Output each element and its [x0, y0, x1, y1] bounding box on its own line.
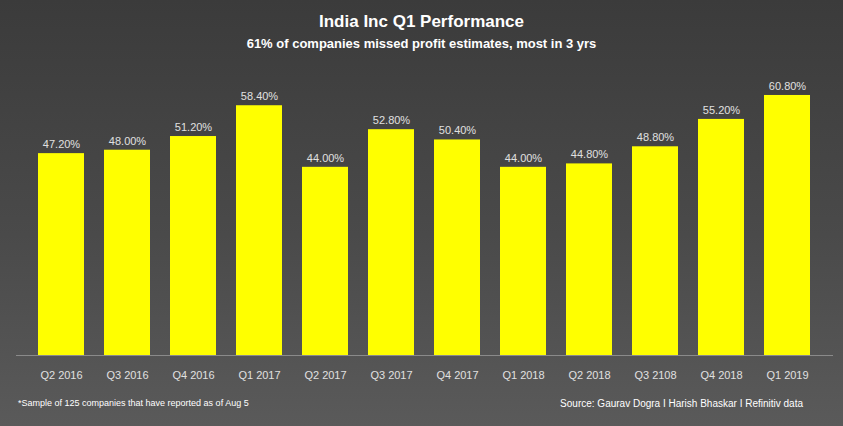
- svg-text:47.20%: 47.20%: [43, 138, 81, 150]
- svg-text:Q3 2108: Q3 2108: [634, 369, 676, 381]
- svg-text:Q4 2016: Q4 2016: [172, 369, 214, 381]
- svg-text:48.00%: 48.00%: [109, 135, 147, 147]
- svg-text:50.40%: 50.40%: [439, 124, 477, 136]
- svg-text:44.80%: 44.80%: [571, 148, 609, 160]
- svg-text:60.80%: 60.80%: [769, 80, 807, 92]
- svg-text:55.20%: 55.20%: [703, 104, 741, 116]
- svg-text:Q4 2018: Q4 2018: [700, 369, 742, 381]
- svg-text:48.80%: 48.80%: [637, 131, 675, 143]
- svg-text:52.80%: 52.80%: [373, 114, 411, 126]
- svg-text:Q1 2018: Q1 2018: [502, 369, 544, 381]
- svg-text:Q3 2017: Q3 2017: [370, 369, 412, 381]
- svg-text:Q4 2017: Q4 2017: [436, 369, 478, 381]
- html-text:*Sample of 125 companies that: *Sample of 125 companies that have repor…: [18, 398, 249, 408]
- svg-text:Q2 2017: Q2 2017: [304, 369, 346, 381]
- svg-text:Q2 2018: Q2 2018: [568, 369, 610, 381]
- html-text:61% of companies missed profit: 61% of companies missed profit estimates…: [246, 36, 597, 51]
- svg-text:44.00%: 44.00%: [307, 152, 345, 164]
- html-text:Source: Gaurav Dogra I Harish: Source: Gaurav Dogra I Harish Bhaskar I …: [560, 398, 803, 409]
- svg-text:Q1 2017: Q1 2017: [238, 369, 280, 381]
- svg-text:51.20%: 51.20%: [175, 121, 213, 133]
- html-text:India Inc Q1 Performance: India Inc Q1 Performance: [319, 12, 524, 31]
- svg-text:58.40%: 58.40%: [241, 90, 279, 102]
- svg-text:44.00%: 44.00%: [505, 152, 543, 164]
- svg-text:Q1 2019: Q1 2019: [766, 369, 808, 381]
- svg-text:Q3 2016: Q3 2016: [106, 369, 148, 381]
- svg-text:Q2 2016: Q2 2016: [40, 369, 82, 381]
